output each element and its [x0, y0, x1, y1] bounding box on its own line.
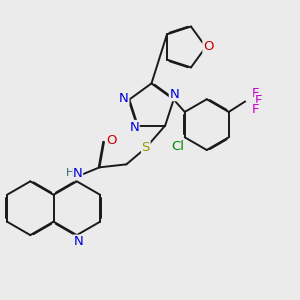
Text: N: N: [73, 167, 82, 180]
Text: N: N: [129, 121, 139, 134]
Text: N: N: [169, 88, 179, 100]
Text: H: H: [66, 168, 75, 178]
Text: F: F: [252, 87, 259, 100]
Text: O: O: [106, 134, 117, 147]
Text: F: F: [252, 103, 259, 116]
Text: S: S: [142, 141, 150, 154]
Text: N: N: [74, 235, 83, 248]
Text: Cl: Cl: [171, 140, 184, 153]
Text: N: N: [119, 92, 129, 104]
Text: O: O: [203, 40, 214, 53]
Text: F: F: [255, 94, 262, 107]
